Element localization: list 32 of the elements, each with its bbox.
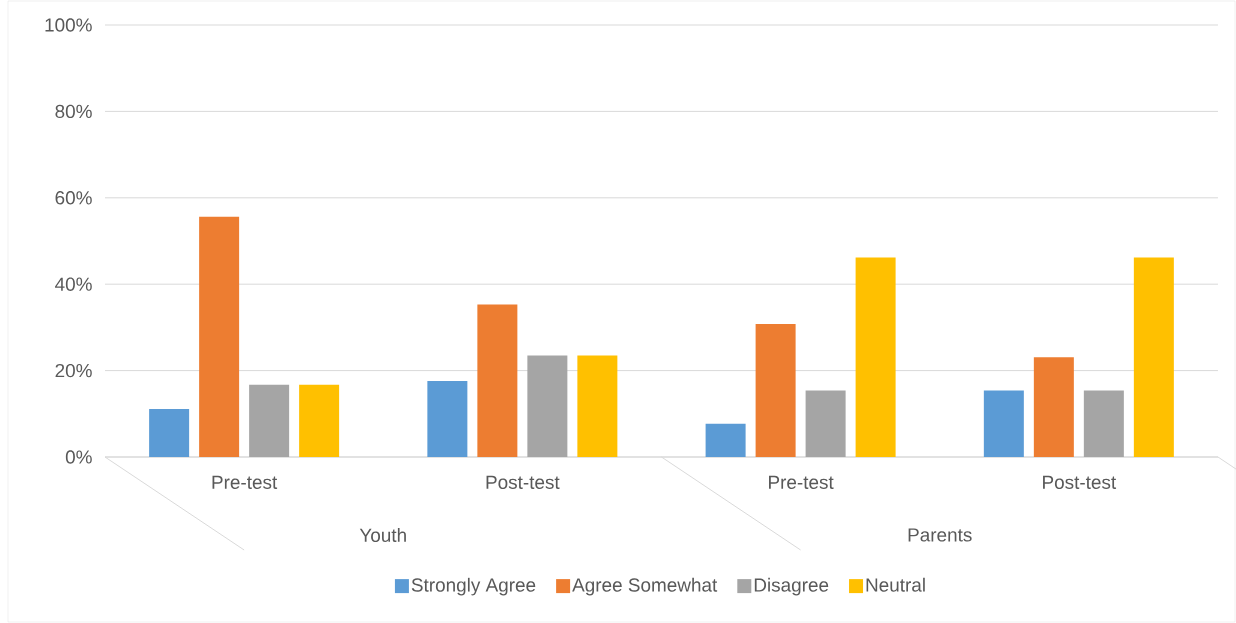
bar (855, 257, 896, 457)
bar (527, 355, 568, 457)
bar (477, 304, 518, 457)
y-tick-label: 80% (55, 104, 92, 119)
bar (805, 390, 846, 457)
legend-label: Disagree (754, 577, 829, 596)
text: Youth (359, 528, 406, 542)
y-tick-label: 20% (55, 363, 92, 378)
bar (299, 384, 340, 457)
bar (149, 409, 190, 457)
x-tick-label: Pre-test (769, 475, 834, 489)
bar (577, 355, 618, 457)
legend-label: Neutral (866, 577, 925, 592)
bar (1133, 257, 1174, 457)
bar (1033, 357, 1074, 457)
y-tick-label: 0% (65, 450, 92, 464)
bar (199, 216, 240, 457)
x-tick-label: Post-test (486, 475, 560, 489)
text: Parents (908, 528, 972, 542)
bar (983, 390, 1024, 457)
bar (755, 323, 796, 457)
bar (249, 384, 290, 457)
legend-label: Strongly Agree (411, 577, 536, 596)
y-tick-label: 60% (55, 191, 92, 205)
bar (705, 423, 746, 457)
y-tick-label: 40% (55, 277, 92, 291)
x-tick-label: Post-test (1043, 475, 1117, 489)
legend-label: Agree Somewhat (572, 577, 718, 596)
bar (1083, 390, 1124, 457)
x-tick-label: Pre-test (212, 475, 278, 489)
bar (427, 380, 468, 457)
y-tick-label: 100% (45, 18, 92, 32)
